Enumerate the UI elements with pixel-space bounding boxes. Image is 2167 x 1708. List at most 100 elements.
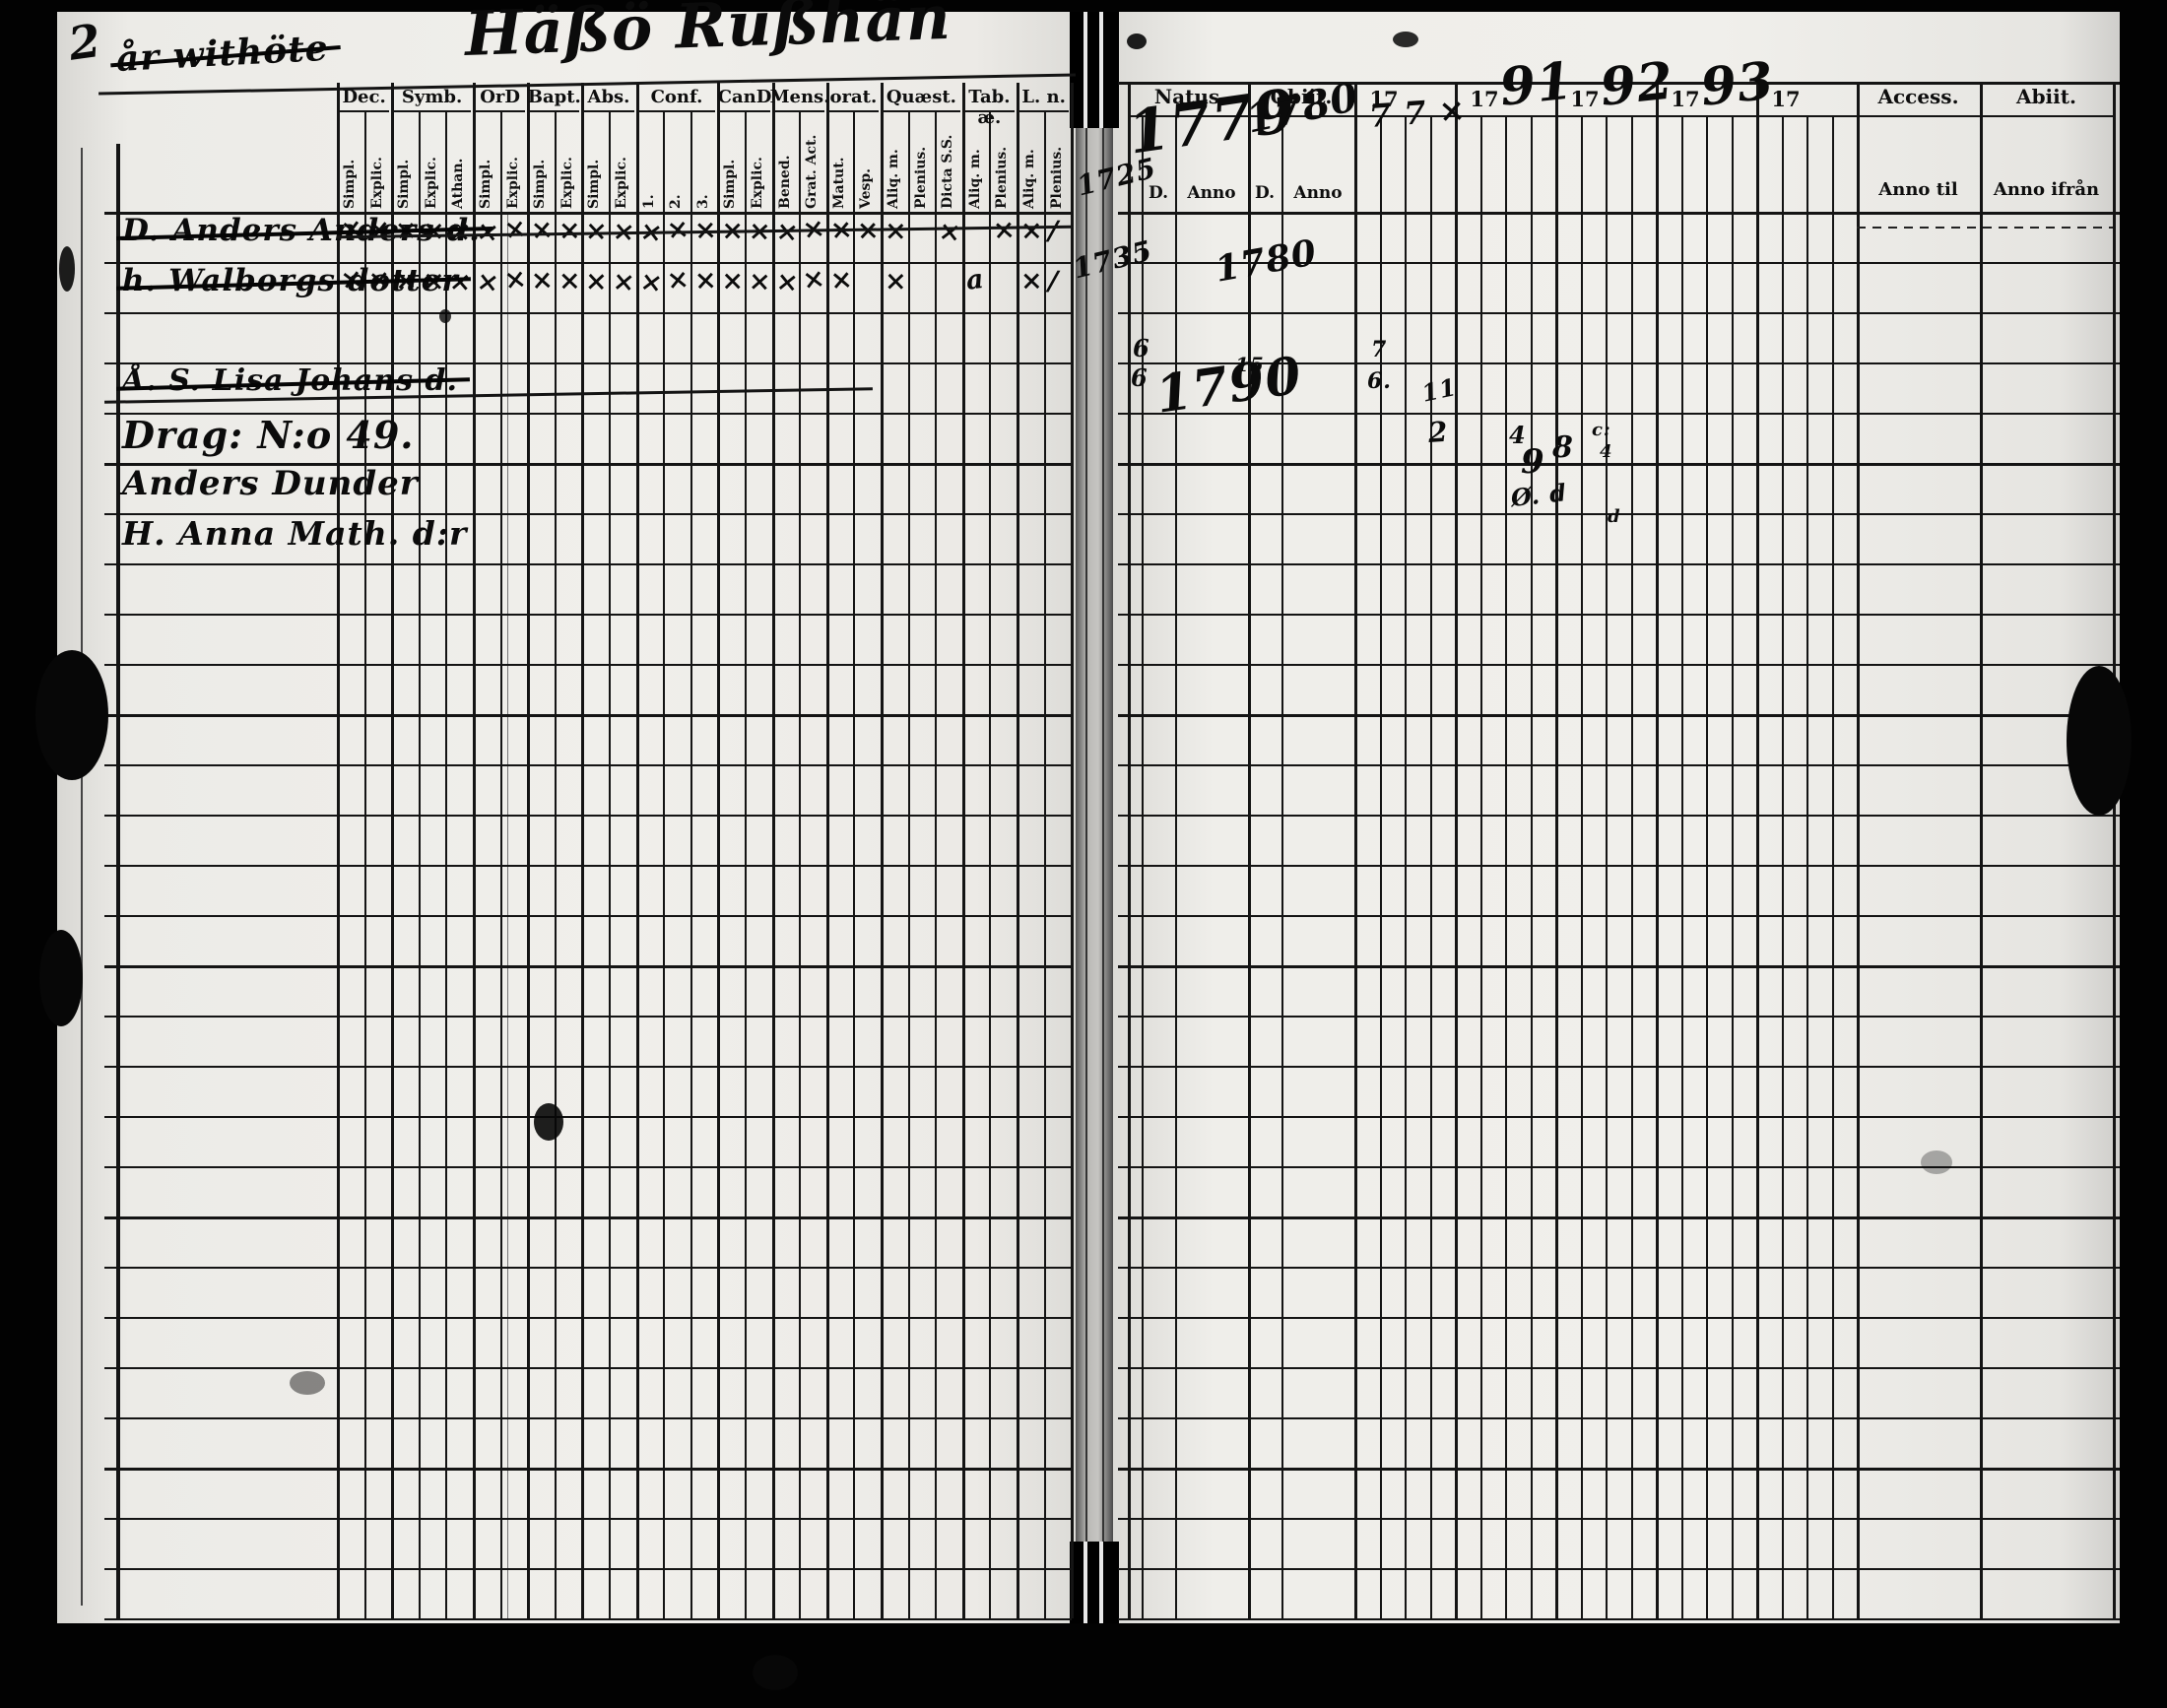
rule-line [1831,115,1834,1618]
year-written-label: 91 [1496,50,1577,118]
column-group-label: Conf. [650,87,703,107]
name-entry: D. Anders Anders d. [122,213,481,248]
fold-highlight [1099,0,1103,128]
ink-blot [1921,1150,1952,1174]
rule-line [339,110,390,112]
rule-line [989,112,992,1618]
subcolumn-label: Aliq. m. [886,149,901,209]
rule-line [1455,82,1458,1618]
exam-mark: × [1019,215,1043,246]
rule-line [1118,1016,2120,1018]
rule-line [104,513,1072,515]
rule-line [1118,312,2120,314]
rule-line [1128,115,2113,117]
rule-line [1118,714,2120,717]
rule-line [1118,965,2120,968]
rule-line [104,413,1072,415]
handwritten-annotation: 7 7 × [1367,91,1468,135]
rule-line [104,463,1072,466]
exam-mark: / [1047,216,1059,247]
column-group-label: Abs. [587,87,630,107]
rule-line [1118,1166,2120,1168]
rule-line [1118,1618,2120,1620]
scan-edge-bottom [0,1623,2167,1708]
rule-line [1017,83,1019,1618]
subcolumn-label: Explic. [750,157,765,209]
rule-line [1630,115,1633,1618]
rule-line [799,112,802,1618]
ink-blot [534,1103,563,1141]
ink-blot [59,246,75,292]
rule-line [1118,614,2120,616]
subcolumn-label: Plenius. [912,146,929,209]
exam-mark: × [530,264,555,296]
rule-line [104,1216,1072,1219]
ink-blot [35,650,108,780]
rule-line [963,110,1015,112]
rule-line [1706,115,1708,1618]
rule-line [1118,915,2120,917]
rule-line [581,83,585,1618]
rule-line [961,83,965,1618]
rule-line [1118,1518,2120,1520]
subcolumn-label: Explic. [423,157,439,209]
rule-line [104,1468,1072,1471]
rule-line [116,144,120,1618]
rule-line [1354,82,1357,1618]
rule-line [1505,115,1507,1618]
rule-line [745,112,747,1618]
exam-mark: × [773,266,800,299]
anno-til-header: Anno til [1878,179,1958,200]
rule-line [1043,112,1046,1618]
ink-blot [290,1371,325,1395]
subcolumn-label: Plenius. [994,146,1011,209]
rule-line [2113,82,2116,1618]
subcolumn-label: Bened. [776,155,793,210]
rule-line [104,764,1072,766]
rule-line [104,865,1072,867]
obiit-anno-header: Anno [1293,183,1343,203]
ink-blot [2067,666,2132,816]
rule-line [104,1618,1072,1620]
rule-line [104,1116,1072,1118]
rule-line [1806,115,1808,1618]
exam-mark: × [558,265,581,296]
name-entry: Å. S. Lisa Johans d. [122,363,458,398]
rule-line [104,1417,1072,1419]
ink-blot [1393,32,1418,47]
rule-line [1118,362,2120,364]
rule-line [104,1367,1072,1369]
rule-line [104,262,1072,264]
rule-line [475,110,526,112]
handwritten-annotation: d [1608,506,1621,527]
rule-line [104,1518,1072,1520]
exam-mark: × [558,215,581,246]
subcolumn-label: Athan. [450,158,467,209]
year-written-label: 92 [1597,50,1677,118]
rule-line [1118,563,2120,565]
rule-line [1580,115,1583,1618]
exam-mark: × [637,266,665,299]
rule-line [609,112,611,1618]
handwritten-annotation: Ø. d [1509,478,1569,512]
subcolumn-label: Simpl. [396,159,413,209]
rule-line [771,83,775,1618]
rule-line [104,563,1072,565]
rule-line [393,110,471,112]
subcolumn-label: Simpl. [342,159,358,209]
natus-anno-header: Anno [1187,183,1236,203]
subcolumn-label: 2. [668,194,685,209]
year-printed-label: 17 [1671,87,1700,111]
subcolumn-label: Plenius. [1048,146,1065,209]
column-group-label: Mens. [769,87,830,107]
rule-line [104,1066,1072,1068]
obiit-day-header: D. [1254,183,1276,203]
name-entry: h. Walborgs dotter [122,263,459,298]
exam-mark: / [1047,266,1059,297]
exam-mark: × [1019,265,1043,296]
rule-line [1118,664,2120,666]
exam-mark: × [501,213,528,246]
rule-line [883,110,960,112]
subcolumn-label: Simpl. [586,159,603,209]
handwritten-annotation: 6 [1133,334,1150,362]
